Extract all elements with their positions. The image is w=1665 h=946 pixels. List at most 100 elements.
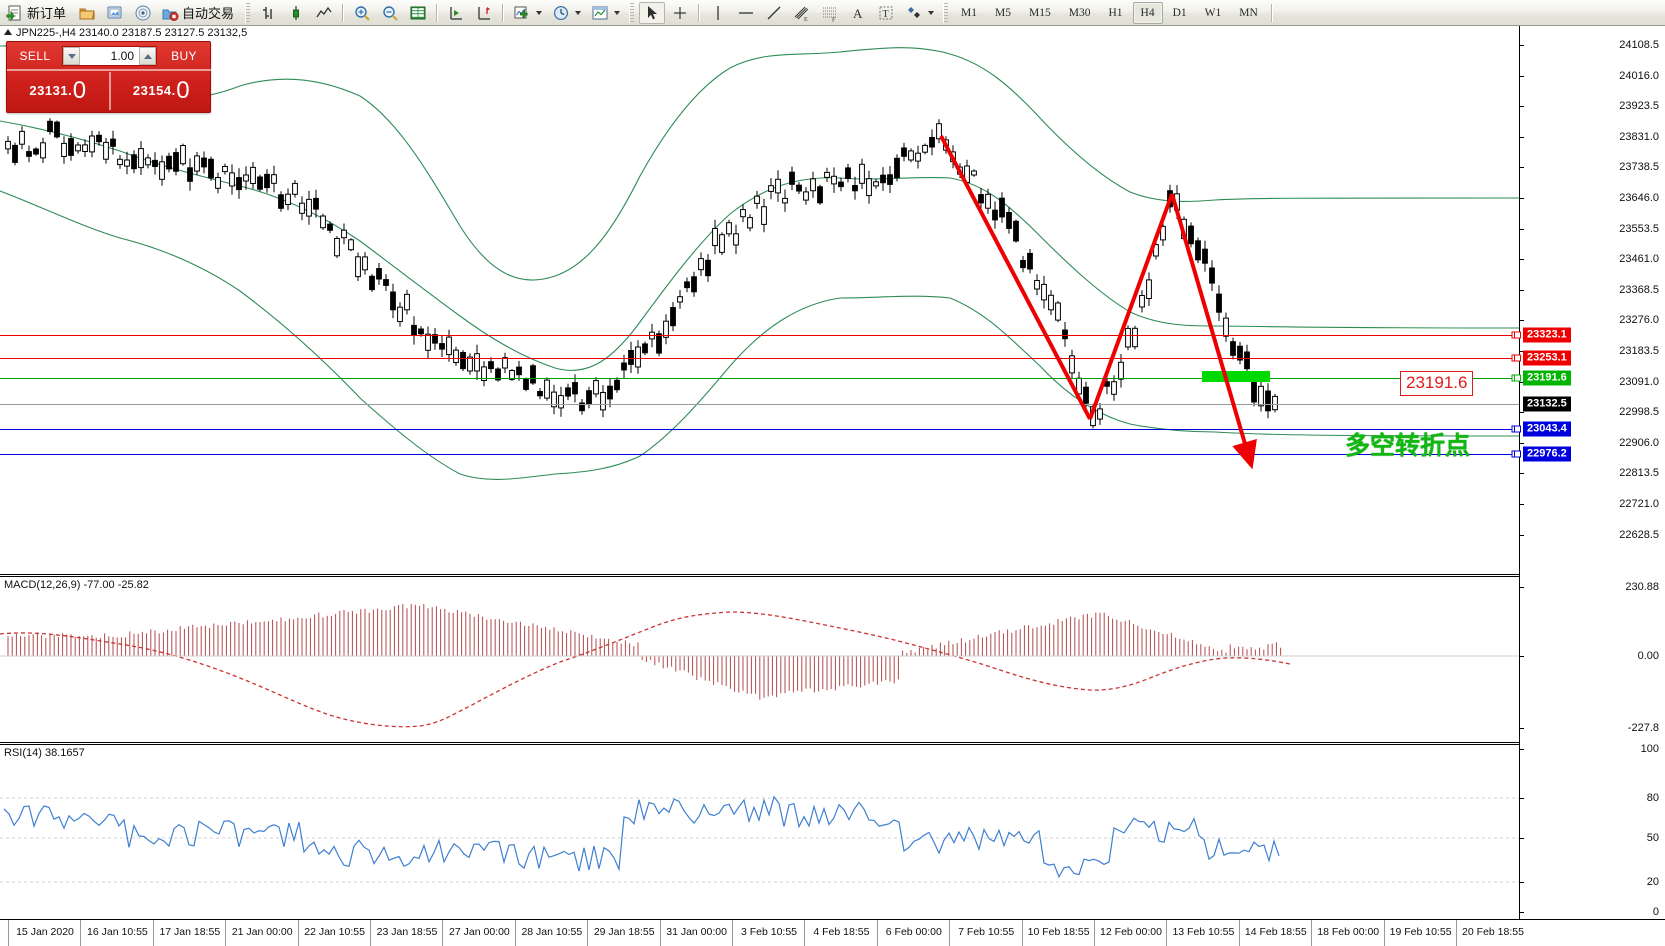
level-line-23191[interactable] — [0, 378, 1519, 379]
price-level-handle[interactable] — [1514, 374, 1521, 382]
zoom-in-button[interactable] — [349, 2, 375, 24]
line-chart-button[interactable] — [311, 2, 337, 24]
time-tick — [659, 920, 661, 946]
price-level-handle[interactable] — [1514, 331, 1521, 339]
timeframe-m15[interactable]: M15 — [1029, 6, 1051, 19]
level-line-23323[interactable] — [0, 335, 1519, 336]
collapse-triangle-icon[interactable] — [4, 29, 12, 35]
text-button[interactable]: A — [845, 2, 871, 24]
level-line-23043[interactable] — [0, 429, 1519, 430]
rsi-line — [3, 795, 1280, 879]
volume-increase-button[interactable] — [139, 47, 156, 65]
turning-point-annotation[interactable]: 多空转折点 — [1345, 431, 1471, 460]
timeframe-w1[interactable]: W1 — [1204, 6, 1222, 19]
price-tick-label: 22998.5 — [1619, 406, 1659, 419]
volume-decrease-button[interactable] — [63, 47, 80, 65]
volume-input[interactable]: 1.00 — [80, 47, 139, 65]
level-line-22976[interactable] — [0, 454, 1519, 455]
zoom-out-button[interactable] — [377, 2, 403, 24]
level-line-23253[interactable] — [0, 358, 1519, 359]
indicator-axis-label: 20 — [1646, 876, 1659, 888]
timeframe-d1[interactable]: D1 — [1172, 6, 1187, 19]
sell-price-dot: . — [68, 83, 72, 98]
toolbar-separator-2 — [436, 3, 439, 22]
time-tick-label: 16 Jan 10:55 — [87, 926, 148, 938]
time-tick — [514, 920, 516, 946]
indicator-tick — [1520, 587, 1524, 588]
rsi-series-layer — [0, 795, 1519, 883]
chevron-down-icon-4[interactable] — [928, 10, 935, 15]
timeframe-h4[interactable]: H4 — [1132, 1, 1163, 24]
time-tick-label: 18 Feb 00:00 — [1317, 926, 1380, 938]
buy-price[interactable]: 23154. 0 — [111, 70, 213, 114]
indicator-tick — [1520, 882, 1524, 883]
buy-button[interactable]: BUY — [171, 49, 197, 63]
svg-text:F: F — [832, 17, 836, 22]
folder-button[interactable] — [74, 2, 100, 24]
timeframe-m1[interactable]: M1 — [961, 6, 978, 19]
timeframe-m30[interactable]: M30 — [1068, 6, 1091, 19]
price-level-badge-last-price[interactable]: 23132.5 — [1523, 396, 1571, 412]
autotrading-button[interactable]: 自动交易 — [158, 2, 240, 24]
horizontal-line-button[interactable] — [733, 2, 759, 24]
chevron-down-icon[interactable] — [536, 10, 543, 15]
new-order-button[interactable]: 新订单 — [3, 2, 72, 24]
timeframe-mn[interactable]: MN — [1239, 6, 1258, 19]
trendline-button[interactable] — [761, 2, 787, 24]
toolbar-grip-3[interactable] — [943, 2, 949, 23]
chevron-down-icon-3[interactable] — [614, 10, 621, 15]
price-level-badge-resistance[interactable]: 23323.1 — [1523, 327, 1571, 343]
price-level-badge-support[interactable]: 22976.2 — [1523, 446, 1571, 462]
cursor-button[interactable] — [639, 1, 666, 24]
profiles-button[interactable] — [130, 2, 156, 24]
sell-price[interactable]: 23131. 0 — [7, 70, 109, 114]
equidistant-channel-button[interactable]: E — [789, 2, 815, 24]
trendline-icon — [765, 4, 783, 22]
sell-button[interactable]: SELL — [19, 49, 51, 63]
data-window-button[interactable] — [405, 2, 431, 24]
text-icon: A — [849, 4, 867, 22]
green-highlight-marker[interactable] — [1202, 371, 1270, 382]
price-plot-area[interactable]: JPN225-,H4 23140.0 23187.5 23127.5 23132… — [0, 26, 1519, 919]
price-level-badge-resistance[interactable]: 23253.1 — [1523, 350, 1571, 366]
vertical-line-button[interactable] — [705, 2, 731, 24]
text-label-button[interactable]: T — [873, 2, 899, 24]
profiles-icon — [134, 4, 152, 22]
shapes-button[interactable] — [901, 2, 938, 24]
macd-panel-separator[interactable] — [0, 574, 1519, 577]
toolbar-grip[interactable] — [245, 2, 251, 23]
price-level-handle[interactable] — [1514, 354, 1521, 362]
time-tick-label: 21 Jan 00:00 — [231, 926, 293, 938]
toolbar-grip-2[interactable] — [629, 2, 635, 23]
chevron-down-icon-2[interactable] — [575, 10, 582, 15]
new-order-label: 新订单 — [27, 7, 67, 22]
price-callout-annotation[interactable]: 23191.6 — [1400, 371, 1474, 396]
crosshair-button[interactable] — [667, 2, 693, 24]
candlestick-chart-button[interactable] — [283, 2, 309, 24]
chart-shift-button[interactable] — [471, 2, 497, 24]
chart-window[interactable]: JPN225-,H4 23140.0 23187.5 23127.5 23132… — [0, 26, 1665, 946]
print-preview-icon — [106, 4, 124, 22]
period-button[interactable] — [548, 2, 585, 24]
price-level-badge-pivot[interactable]: 23191.6 — [1523, 370, 1571, 386]
one-click-trading-panel[interactable]: SELL 1.00 BUY 23131. 0 — [6, 41, 213, 114]
toolbar-separator-3 — [502, 3, 505, 22]
price-level-badge-support[interactable]: 23043.4 — [1523, 421, 1571, 437]
indicator-axis-label: 100 — [1640, 743, 1659, 755]
timeframe-h1[interactable]: H1 — [1108, 6, 1123, 19]
rsi-panel-separator[interactable] — [0, 742, 1519, 745]
price-level-handle[interactable] — [1514, 425, 1521, 433]
bar-chart-button[interactable] — [255, 2, 281, 24]
price-level-handle[interactable] — [1514, 450, 1521, 458]
time-axis[interactable]: 15 Jan 2020 16 Jan 10:55 17 Jan 18:55 21 Ja… — [0, 919, 1665, 946]
add-indicator-button[interactable] — [509, 2, 546, 24]
auto-scroll-button[interactable] — [443, 2, 469, 24]
price-tick-label: 22813.5 — [1619, 467, 1659, 480]
templates-button[interactable] — [587, 2, 624, 24]
print-preview-button[interactable] — [102, 2, 128, 24]
volume-stepper[interactable]: 1.00 — [62, 46, 157, 66]
indicator-axis-label: 0.00 — [1637, 650, 1659, 662]
timeframe-m5[interactable]: M5 — [995, 6, 1011, 19]
price-axis[interactable]: 24108.5 24016.0 23923.5 23831.0 23738.5 23646… — [1514, 26, 1665, 919]
fibonacci-button[interactable]: F — [817, 2, 843, 24]
